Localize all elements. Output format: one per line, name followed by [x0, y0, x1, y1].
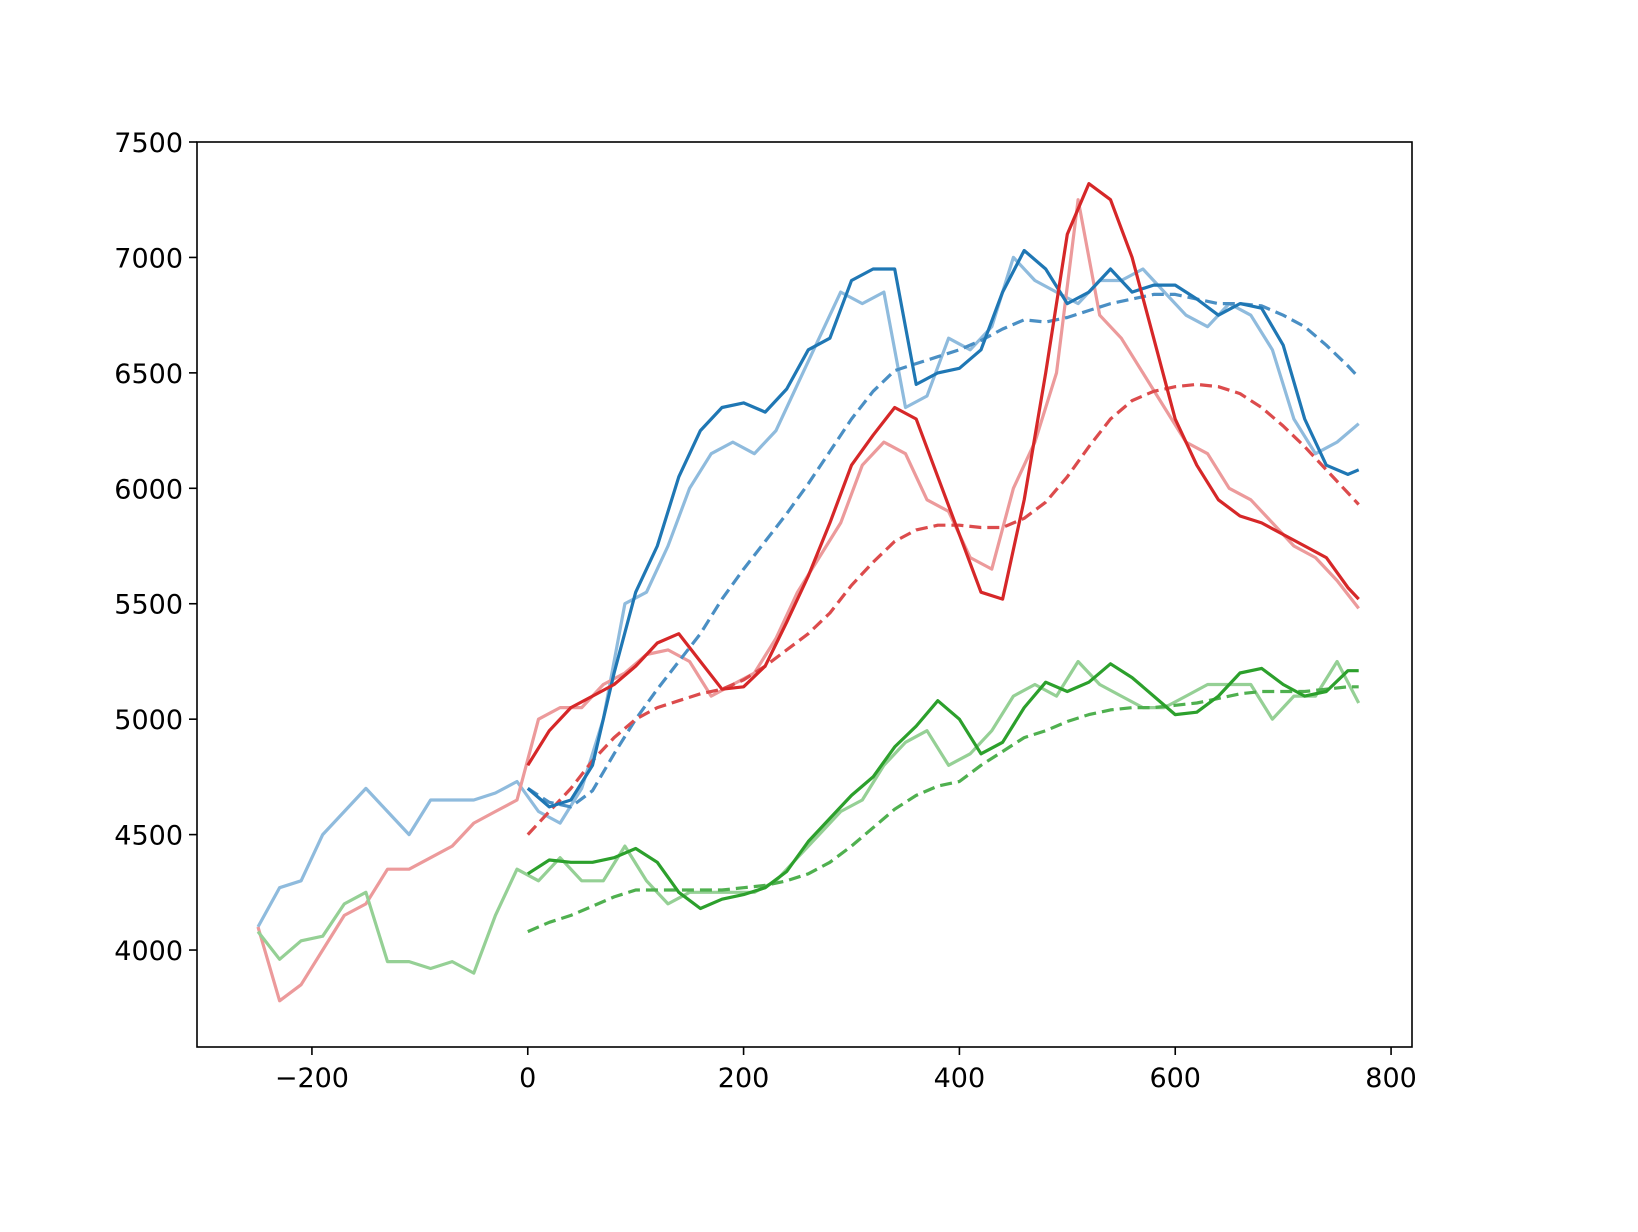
y-tick-label: 5500	[114, 590, 183, 621]
x-tick-label: 800	[1365, 1063, 1417, 1094]
x-tick-label: 200	[718, 1063, 770, 1094]
x-tick-label: −200	[275, 1063, 349, 1094]
series-line	[527, 685, 1359, 934]
series-line	[256, 255, 1360, 928]
series-line	[256, 659, 1361, 975]
y-tick-label: 6500	[114, 359, 183, 390]
y-tick-label: 4000	[114, 936, 183, 967]
series-line	[526, 662, 1359, 911]
y-tick-label: 6000	[114, 474, 183, 505]
y-tick-label: 7000	[114, 243, 183, 274]
axes-frame	[196, 141, 1413, 1048]
y-tick-label: 4500	[114, 821, 183, 852]
series-line	[526, 382, 1360, 836]
plot-area	[256, 182, 1361, 1003]
series-line	[526, 248, 1360, 809]
series-line	[526, 292, 1360, 809]
x-tick-label: 400	[934, 1063, 986, 1094]
x-tick-label: 600	[1149, 1063, 1201, 1094]
y-tick-label: 7500	[114, 128, 183, 159]
series-line	[526, 182, 1360, 767]
x-tick-label: 0	[519, 1063, 536, 1094]
y-tick-label: 5000	[114, 705, 183, 736]
